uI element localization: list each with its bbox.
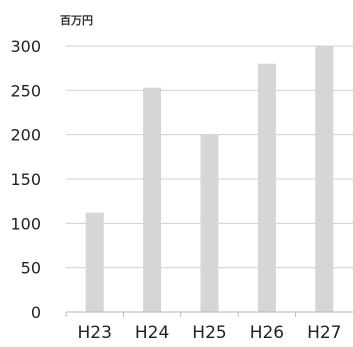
x-tick-label-h27: H27	[307, 323, 341, 343]
y-tick-label: 300	[10, 37, 41, 56]
y-tick-label: 100	[10, 214, 41, 233]
x-tick-label-h23: H23	[77, 323, 111, 343]
bar-h24	[143, 87, 162, 312]
x-tick-label-h24: H24	[135, 323, 169, 343]
bars	[85, 46, 334, 312]
bar-h23	[85, 212, 104, 312]
y-tick-label: 0	[31, 303, 41, 322]
y-axis-tick-labels: 0 50 100 150 200 250 300	[10, 37, 41, 322]
x-axis-tick-labels: H23 H24 H25 H26 H27	[77, 323, 341, 343]
x-tick-label-h25: H25	[192, 323, 226, 343]
bar-h27	[315, 46, 334, 312]
y-tick-label: 250	[10, 81, 41, 100]
bar-h25	[200, 134, 219, 312]
y-tick-label: 150	[10, 170, 41, 189]
x-tick-label-h26: H26	[250, 323, 284, 343]
bar-h26	[257, 63, 276, 312]
unit-label: 百万円	[60, 14, 93, 27]
y-tick-label: 200	[10, 126, 41, 145]
y-tick-label: 50	[21, 259, 41, 278]
x-axis	[65, 311, 353, 317]
